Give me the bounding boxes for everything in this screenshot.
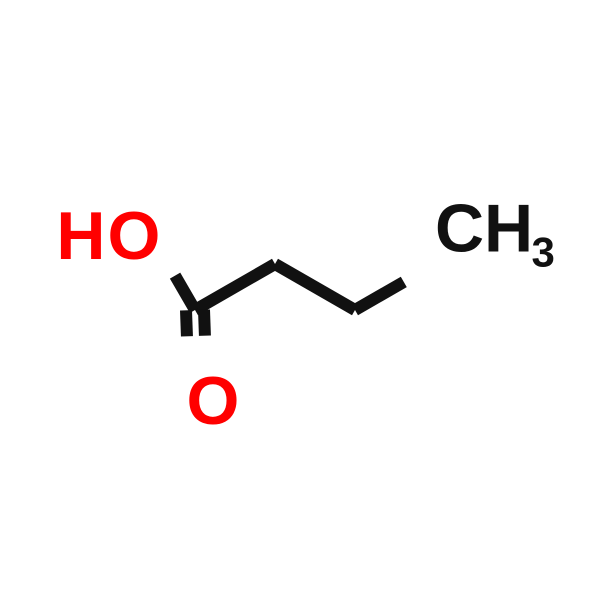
label-oh-h: H bbox=[56, 198, 105, 274]
label-ch3-c: C bbox=[435, 190, 484, 266]
label-o-double: O bbox=[187, 363, 240, 439]
label-ch3-h: H bbox=[484, 190, 533, 266]
molecule-diagram: OHOCH3 bbox=[0, 0, 600, 600]
bond-4-a bbox=[186, 310, 187, 336]
label-oh-o: O bbox=[108, 198, 161, 274]
background bbox=[0, 0, 600, 600]
bond-4-b bbox=[204, 310, 205, 336]
label-ch3-sub: 3 bbox=[532, 228, 555, 275]
